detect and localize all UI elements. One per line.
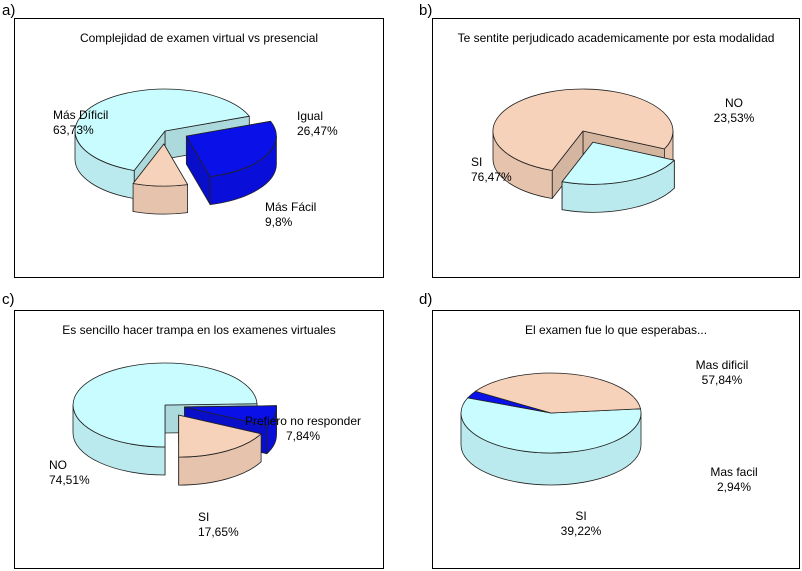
slice-label-mas-dificil: Más Díficil 63,73% [53, 108, 108, 137]
slice-label-prefiero-no-responder: Prefiero no responder 7,84% [245, 414, 361, 443]
slice-label-si: SI 39,22% [561, 509, 602, 538]
pie-slice-si [178, 414, 262, 458]
percent-label: 63,73% [53, 123, 94, 137]
chart-title-c: Es sencillo hacer trampa en los examenes… [62, 323, 336, 337]
chart-panel-d: El examen fue lo que esperabas... Mas di… [432, 310, 800, 569]
pie-chart-a: Más Díficil 63,73% Igual 26,47% Más Fácil 9,8… [53, 88, 338, 229]
category-label: SI [471, 155, 482, 169]
panel-label-d: d) [419, 291, 433, 308]
pie-slice-si [475, 372, 641, 414]
slice-label-si: SI 17,65% [198, 510, 239, 539]
category-label: NO [49, 458, 67, 472]
panel-label-a: a) [2, 2, 16, 19]
pie-slice-no [72, 362, 258, 448]
panel-label-b: b) [419, 2, 433, 19]
pie-slice-prefiero-no-responder [184, 405, 277, 427]
slice-label-si: SI 76,47% [471, 155, 512, 184]
pie-chart-b: SI 76,47% NO 23,53% [471, 88, 755, 213]
percent-label: 76,47% [471, 170, 512, 184]
pie-rim-mas-facil [132, 183, 188, 215]
pie-chart-c: NO 74,51% Prefiero no responder 7,84% SI 17,6… [49, 362, 361, 539]
slice-label-igual: Igual 26,47% [297, 109, 338, 138]
slice-label-no: NO 74,51% [49, 458, 90, 487]
chart-panel-a: Complejidad de examen virtual vs presenc… [14, 18, 384, 278]
pie-slice-si [492, 88, 674, 171]
category-label: Más Fácil [265, 200, 316, 214]
pie-slice-mas-dificil [460, 397, 642, 454]
slice-label-mas-facil: Mas facil 2,94% [710, 465, 757, 494]
category-label: SI [575, 509, 586, 523]
category-label: Mas facil [710, 465, 757, 479]
percent-label: 57,84% [702, 373, 743, 387]
category-label: SI [198, 510, 209, 524]
percent-label: 2,94% [717, 480, 751, 494]
chart-title-d: El examen fue lo que esperabas... [524, 323, 708, 337]
category-label: Más Díficil [53, 108, 108, 122]
percent-label: 74,51% [49, 473, 90, 487]
chart-title-b: Te sentite perjudicado academicamente po… [457, 31, 775, 45]
percent-label: 7,84% [286, 429, 320, 443]
percent-label: 23,53% [714, 111, 755, 125]
percent-label: 26,47% [297, 124, 338, 138]
category-label: Prefiero no responder [245, 414, 361, 428]
category-label: Mas dificil [696, 358, 749, 372]
percent-label: 17,65% [198, 525, 239, 539]
pie-slice-mas-dificil [74, 88, 250, 171]
slice-label-no: NO 23,53% [714, 96, 755, 125]
pie-slice-no [561, 141, 675, 185]
category-label: Igual [297, 109, 323, 123]
pie-slice-mas-facil [132, 143, 188, 187]
category-label: NO [725, 96, 743, 110]
percent-label: 9,8% [265, 215, 293, 229]
chart-panel-c: Es sencillo hacer trampa en los examenes… [14, 310, 384, 569]
slice-label-mas-dificil: Mas dificil 57,84% [696, 358, 749, 387]
pie-slice-igual [185, 120, 277, 177]
chart-panel-b: Te sentite perjudicado academicamente po… [432, 18, 800, 278]
percent-label: 39,22% [561, 524, 602, 538]
pie-chart-d: Mas dificil 57,84% Mas facil 2,94% SI 39,22% [460, 358, 758, 538]
chart-title-a: Complejidad de examen virtual vs presenc… [79, 31, 319, 45]
slice-label-mas-facil: Más Fácil 9,8% [265, 200, 316, 229]
panel-label-c: c) [2, 291, 15, 308]
